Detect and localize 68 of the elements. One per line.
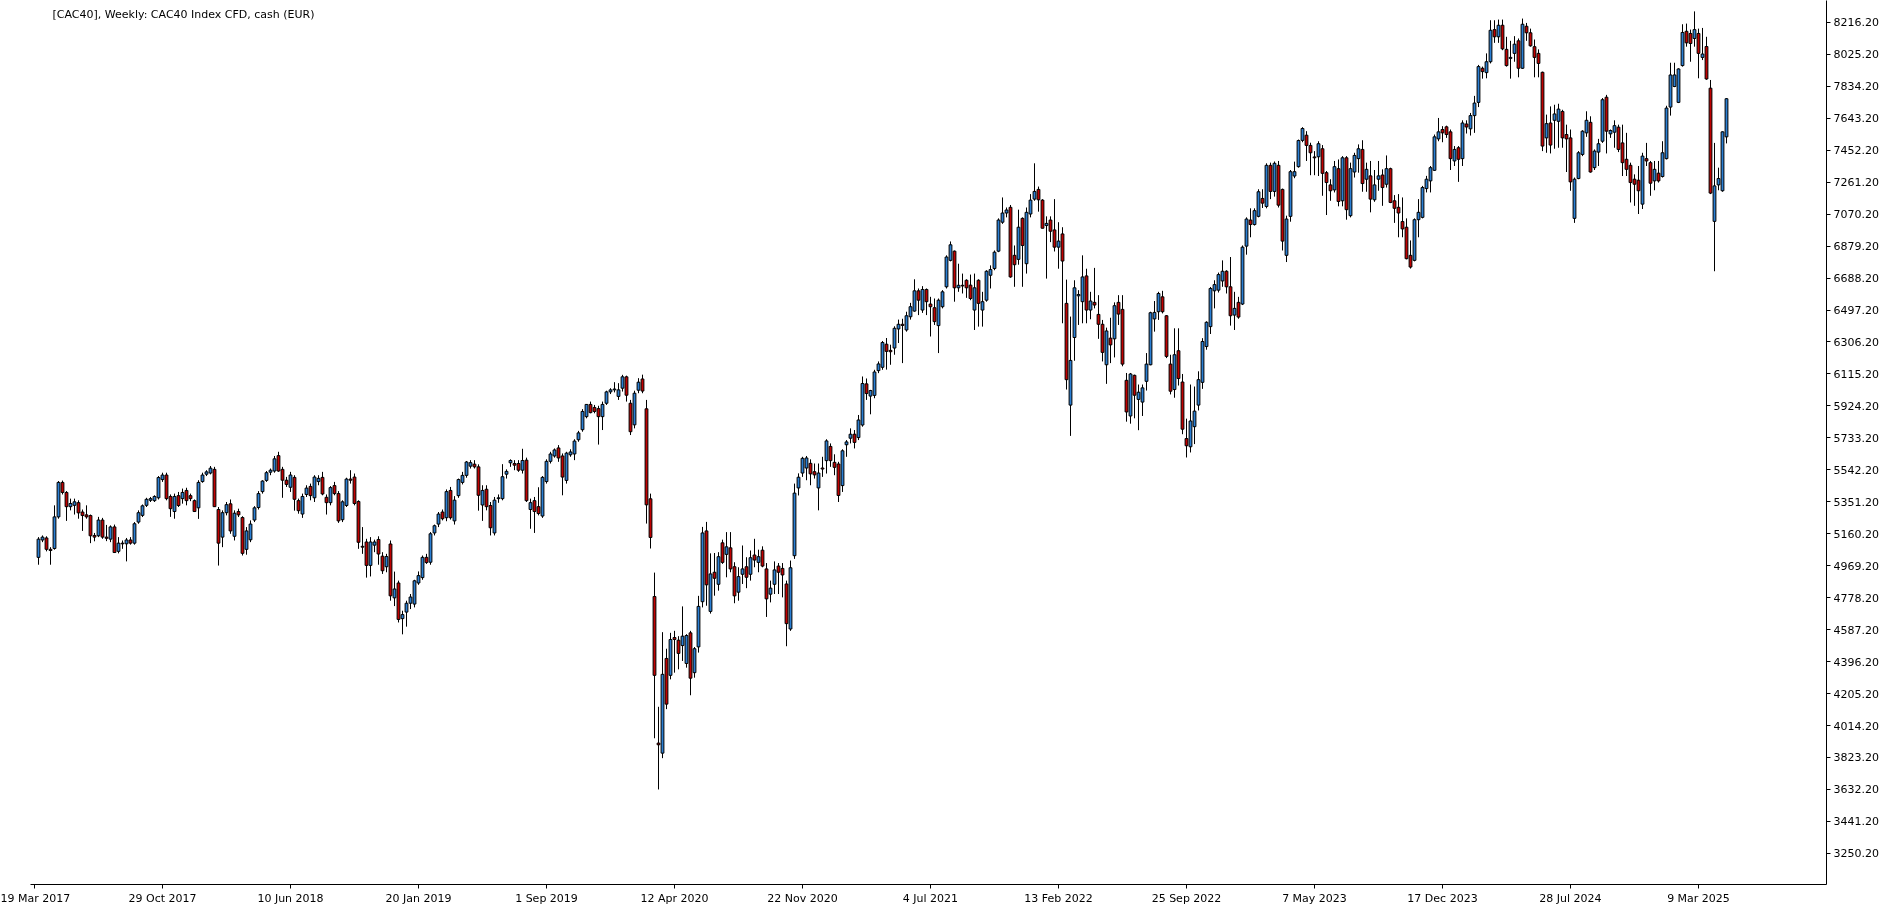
y-tick-label: 6115.20 xyxy=(1833,367,1879,381)
x-tick-label: 25 Sep 2022 xyxy=(1151,891,1222,905)
y-tick-label: 3632.20 xyxy=(1833,783,1879,797)
y-tick-label: 7070.20 xyxy=(1833,208,1879,222)
y-tick-label: 5160.20 xyxy=(1833,527,1879,541)
candlestick xyxy=(964,278,969,299)
y-tick-label: 4205.20 xyxy=(1833,687,1879,701)
x-tick-label: 4 Jul 2021 xyxy=(902,891,959,905)
candlestick xyxy=(1508,40,1513,80)
y-tick-label: 6879.20 xyxy=(1833,240,1879,254)
y-tick-label: 5924.20 xyxy=(1833,399,1879,413)
y-tick-label: 4969.20 xyxy=(1833,559,1879,573)
candlestick xyxy=(824,438,829,475)
y-tick-label: 4014.20 xyxy=(1833,719,1879,733)
candlestick xyxy=(724,531,729,578)
candlestick xyxy=(800,456,805,478)
y-tick-label: 7643.20 xyxy=(1833,112,1879,126)
y-tick-label: 5351.20 xyxy=(1833,495,1879,509)
x-tick-label: 22 Nov 2020 xyxy=(767,891,838,905)
candlestick xyxy=(900,318,905,364)
y-tick-label: 7261.20 xyxy=(1833,176,1879,190)
x-tick-label: 20 Jan 2019 xyxy=(385,891,452,905)
x-tick-label: 17 Dec 2023 xyxy=(1407,891,1478,905)
candlestick xyxy=(1552,104,1557,150)
candlestick xyxy=(1548,105,1553,154)
candlestick xyxy=(976,278,981,328)
candlestick xyxy=(1220,259,1225,288)
x-tick-label: 12 Apr 2020 xyxy=(640,891,709,905)
y-tick-label: 8216.20 xyxy=(1833,16,1879,30)
candlestick xyxy=(972,273,977,331)
candlestick xyxy=(292,474,297,512)
x-tick-label: 19 Mar 2017 xyxy=(0,891,71,905)
y-tick-label: 8025.20 xyxy=(1833,48,1879,62)
candlestick xyxy=(1368,160,1373,213)
y-tick-label: 3441.20 xyxy=(1833,815,1879,829)
y-tick-label: 7452.20 xyxy=(1833,144,1879,158)
y-tick-label: 5733.20 xyxy=(1833,431,1879,445)
x-tick-label: 1 Sep 2019 xyxy=(515,891,578,905)
candlestick xyxy=(960,273,965,294)
y-tick-label: 4587.20 xyxy=(1833,623,1879,637)
x-tick-label: 9 Mar 2025 xyxy=(1667,891,1730,905)
y-tick-label: 6688.20 xyxy=(1833,272,1879,286)
y-tick-label: 6497.20 xyxy=(1833,304,1879,318)
candlestick xyxy=(1620,124,1625,177)
text: [CAC40], Weekly: CAC40 Index CFD, cash (EUR) xyxy=(52,7,315,21)
candlestick xyxy=(96,516,101,538)
y-tick-label: 5542.20 xyxy=(1833,463,1879,477)
x-tick-label: 13 Feb 2022 xyxy=(1024,891,1093,905)
candlestick xyxy=(580,408,585,433)
candlestick xyxy=(156,475,161,500)
candlestick xyxy=(916,287,921,316)
candlestick xyxy=(1396,193,1401,238)
x-tick-label: 7 May 2023 xyxy=(1282,891,1347,905)
candlestick xyxy=(920,285,925,314)
candlestick xyxy=(1652,160,1657,191)
y-tick-label: 4778.20 xyxy=(1833,591,1879,605)
x-tick-label: 10 Jun 2018 xyxy=(257,891,324,905)
y-tick-label: 6306.20 xyxy=(1833,335,1879,349)
x-tick-label: 29 Oct 2017 xyxy=(128,891,197,905)
candlestick xyxy=(804,455,809,481)
x-tick-label: 28 Jul 2024 xyxy=(1539,891,1602,905)
candlestick xyxy=(1056,221,1061,270)
y-tick-label: 7834.20 xyxy=(1833,80,1879,94)
candlestick xyxy=(1160,290,1165,314)
y-tick-label: 3823.20 xyxy=(1833,751,1879,765)
candlestick xyxy=(776,562,781,595)
y-tick-label: 3250.20 xyxy=(1833,847,1879,861)
y-tick-label: 4396.20 xyxy=(1833,655,1879,669)
